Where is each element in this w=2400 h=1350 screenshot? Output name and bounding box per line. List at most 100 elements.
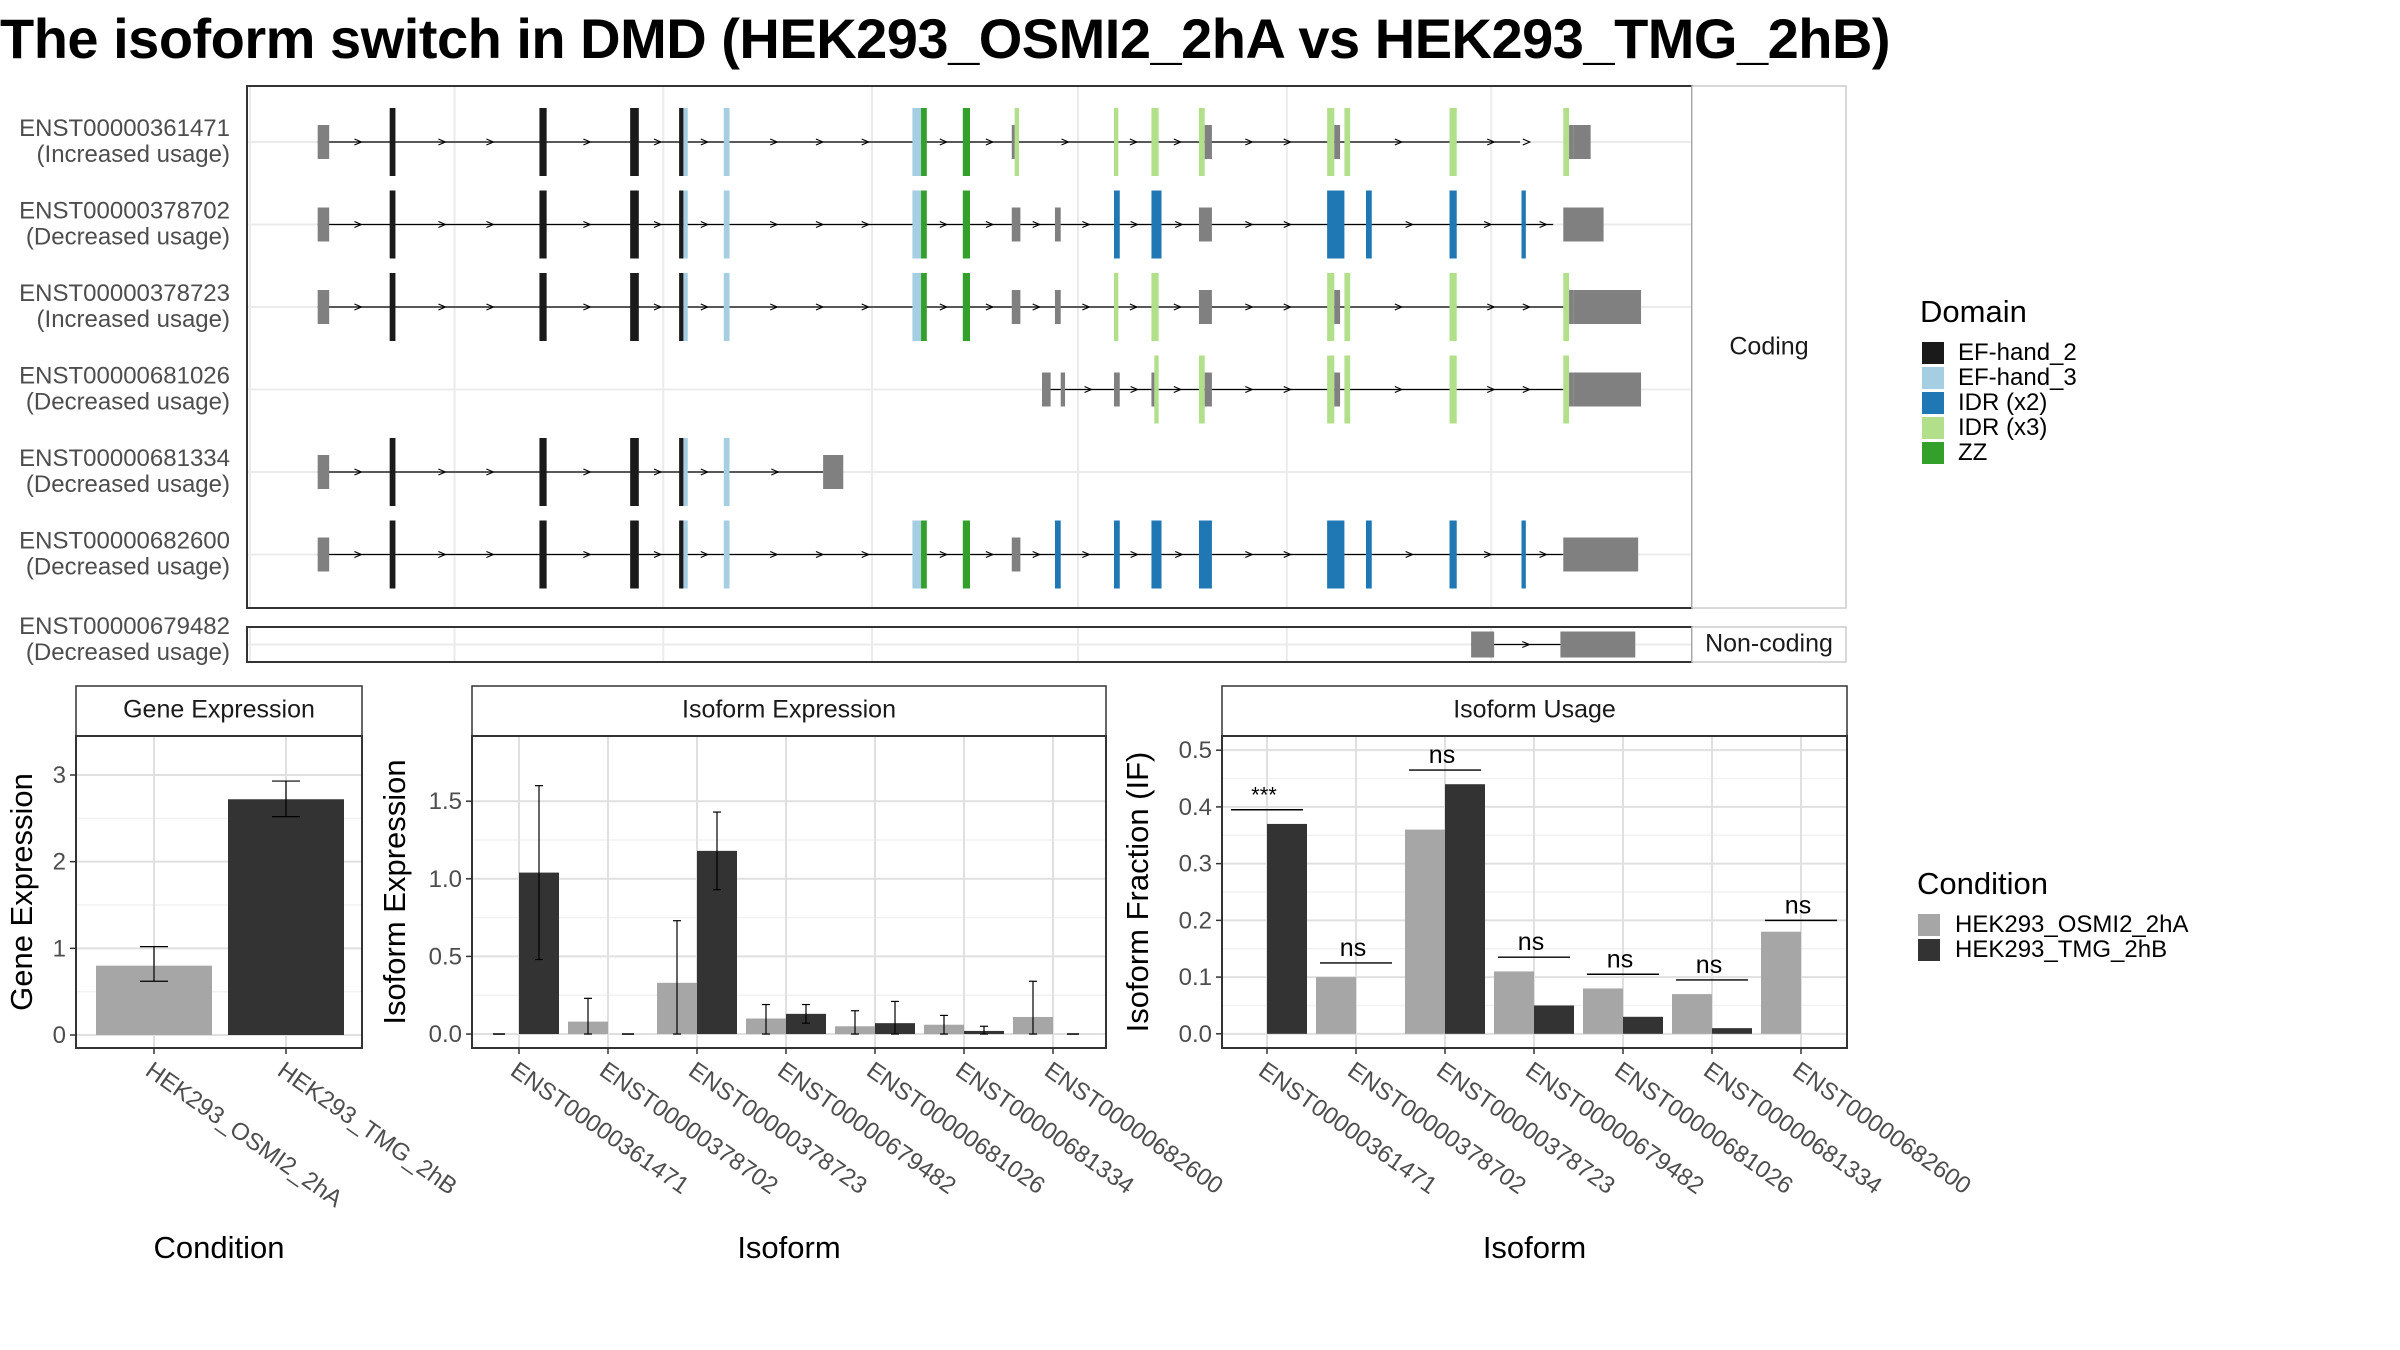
domain-ef-hand-2: [539, 273, 547, 341]
exon-block: [1198, 207, 1212, 242]
facet-strip-noncoding: [1691, 626, 1847, 663]
y-tick-label: 0: [53, 1022, 66, 1049]
domain-idr-x2: [1151, 190, 1162, 259]
intron-arrow: [939, 138, 949, 146]
domain-idr-x3: [1114, 273, 1119, 341]
intron-arrow: [354, 550, 363, 559]
intron-arrow: [1173, 385, 1183, 394]
domain-ef-hand-2: [389, 190, 396, 259]
domain-ef-hand-2: [679, 273, 684, 341]
transcript-usage-label: (Increased usage): [37, 306, 230, 333]
intron-arrow: [354, 220, 363, 229]
domain-idr-x2: [1521, 520, 1526, 589]
y-tick-label: 0.3: [1179, 851, 1212, 878]
legend-label-idr-x3: IDR (x3): [1958, 414, 2047, 441]
intron-arrow: [700, 303, 710, 311]
legend-swatch-idr-x2: [1922, 392, 1944, 414]
panel-border: [75, 735, 363, 1049]
intron-arrow: [1245, 220, 1254, 229]
panel-strip: [471, 685, 1107, 737]
exon-block: [1563, 537, 1639, 572]
intron-arrow: [939, 303, 949, 311]
intron-arrow: [1245, 385, 1254, 394]
bar: [1494, 971, 1534, 1034]
domain-idr-x3: [1344, 355, 1351, 424]
exon-block: [1054, 290, 1061, 324]
domain-idr-x3: [1154, 355, 1159, 424]
y-axis-title: Isoform Fraction (IF): [1120, 752, 1155, 1033]
domain-ef-hand-3: [683, 520, 688, 589]
intron-arrow: [700, 138, 710, 146]
panel-title: Isoform Usage: [1453, 696, 1616, 724]
exon-block: [1060, 372, 1066, 407]
exon-block: [1573, 290, 1642, 324]
y-tick-label: 1: [53, 935, 66, 962]
intron-arrow: [815, 220, 825, 229]
domain-idr-x3: [1014, 108, 1019, 176]
exon-block: [1011, 125, 1015, 159]
domain-ef-hand-2: [679, 190, 684, 259]
exon-block: [823, 455, 844, 489]
exon-block: [1204, 372, 1212, 407]
intron-arrow: [653, 303, 663, 311]
intron-arrow: [1129, 138, 1139, 146]
panel-strip: [1221, 685, 1848, 737]
bar: [1712, 1028, 1752, 1034]
domain-zz: [921, 520, 927, 589]
domain-idr-x3: [1198, 355, 1205, 424]
intron-arrow: [861, 550, 871, 559]
condition-legend-title: Condition: [1917, 866, 2048, 901]
y-tick-label: 0.5: [1179, 737, 1212, 764]
y-tick-label: 0.5: [429, 943, 462, 970]
intron-arrow: [653, 550, 663, 559]
domain-idr-x2: [1449, 520, 1457, 589]
y-tick-label: 2: [53, 849, 66, 876]
domain-idr-x3: [1449, 108, 1457, 176]
intron-arrow: [815, 138, 825, 146]
domain-legend-title: Domain: [1920, 294, 2027, 329]
intron-arrow: [1130, 550, 1139, 559]
domain-ef-hand-3: [683, 438, 688, 506]
domain-ef-hand-2: [630, 438, 639, 506]
x-axis-title: Isoform: [737, 1230, 840, 1265]
domain-idr-x3: [1151, 273, 1159, 341]
domain-ef-hand-3: [723, 520, 730, 589]
intron-arrow: [1173, 303, 1183, 311]
y-tick-label: 0.0: [429, 1021, 462, 1048]
intron-arrow: [1175, 220, 1184, 229]
domain-ef-hand-2: [539, 108, 547, 176]
significance-label: ns: [1785, 891, 1811, 919]
facet-label-noncoding: Non-coding: [1705, 630, 1833, 658]
intron-arrow: [486, 303, 495, 311]
intron-arrow: [1483, 550, 1493, 559]
panel-strip: [75, 685, 363, 737]
x-axis-title: Condition: [154, 1230, 285, 1265]
domain-idr-x2: [1054, 520, 1061, 589]
facet-strip-coding: [1691, 85, 1847, 609]
domain-idr-x3: [1563, 273, 1570, 341]
panel-isoform-expression: Isoform Expression0.00.51.01.5ENST000003…: [377, 685, 1228, 1265]
intron-arrow: [354, 303, 363, 311]
intron-arrow: [985, 220, 995, 229]
exon-block: [1560, 631, 1636, 658]
legend-label-zz: ZZ: [1958, 439, 1987, 466]
bar: [1267, 823, 1307, 1034]
exon-block: [1471, 631, 1495, 658]
y-axis-title: Isoform Expression: [377, 759, 412, 1024]
intron-arrow: [653, 138, 663, 146]
intron-arrow: [1032, 303, 1042, 311]
domain-idr-x3: [1449, 273, 1457, 341]
intron-arrow: [653, 468, 663, 476]
legend-label-idr-x2: IDR (x2): [1958, 389, 2047, 416]
domain-idr-x2: [1151, 520, 1162, 589]
x-axis-title: Isoform: [1483, 1230, 1586, 1265]
domain-idr-x3: [1449, 355, 1457, 424]
intron-arrow: [861, 138, 871, 146]
intron-arrow: [1539, 550, 1548, 559]
domain-ef-hand-2: [679, 438, 684, 506]
domain-idr-x3: [1198, 108, 1205, 176]
domain-ef-hand-3: [723, 108, 730, 176]
intron-arrow: [985, 550, 995, 559]
intron-arrow: [1522, 303, 1532, 311]
intron-arrow: [1394, 385, 1404, 394]
